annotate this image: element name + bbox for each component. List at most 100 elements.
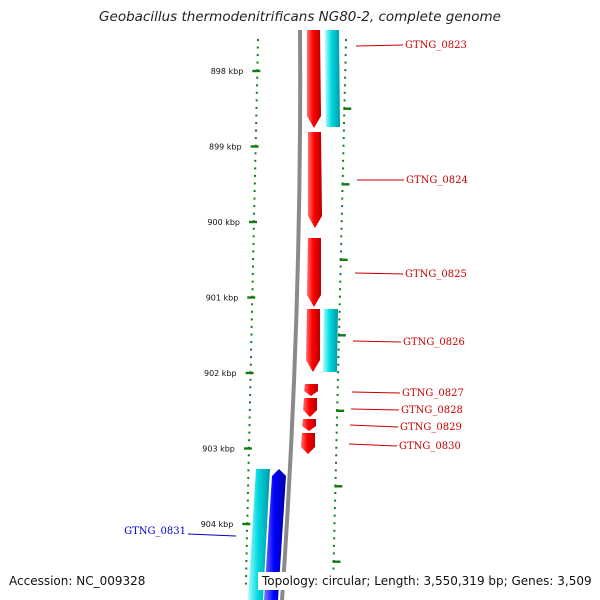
minor-tick <box>336 378 339 381</box>
minor-tick <box>254 159 257 162</box>
gene-label-lines <box>187 44 404 537</box>
genome-backbone <box>280 29 303 600</box>
minor-tick <box>249 401 251 404</box>
minor-tick <box>252 242 255 245</box>
minor-tick <box>335 454 338 457</box>
minor-tick <box>254 137 257 140</box>
minor-tick <box>334 499 337 502</box>
minor-tick <box>246 514 249 517</box>
minor-tick <box>248 439 251 442</box>
cds-band-gtng-0826[interactable] <box>323 309 338 372</box>
tick-label: 903 kbp <box>202 445 235 454</box>
minor-tick <box>255 99 258 102</box>
minor-tick <box>246 492 249 494</box>
minor-tick <box>245 544 248 547</box>
major-tick-right <box>332 560 341 563</box>
minor-tick <box>250 318 253 321</box>
major-tick-left <box>242 522 251 526</box>
minor-tick <box>245 567 248 570</box>
major-tick-right <box>337 334 346 337</box>
gene-arrow-gtng-0830[interactable] <box>301 433 315 454</box>
minor-tick <box>337 363 340 366</box>
minor-tick <box>248 416 251 419</box>
minor-tick <box>334 469 337 472</box>
minor-tick <box>253 205 256 208</box>
minor-tick <box>252 258 255 260</box>
tick-label: 904 kbp <box>201 520 234 529</box>
minor-tick <box>339 280 342 283</box>
major-tick-left <box>250 145 259 148</box>
minor-tick <box>344 69 347 72</box>
gene-arrow-gtng-0823[interactable] <box>307 30 321 128</box>
minor-tick <box>332 552 335 555</box>
gene-arrow-gtng-0829[interactable] <box>302 419 316 431</box>
minor-tick <box>343 122 345 124</box>
minor-tick <box>250 348 253 351</box>
minor-tick <box>253 182 256 185</box>
major-tick-left <box>245 371 254 375</box>
minor-tick <box>341 205 344 208</box>
minor-tick <box>342 144 345 147</box>
gene-label-gtng-0825[interactable]: GTNG_0825 <box>405 269 467 280</box>
cds-band-gtng-0823[interactable] <box>325 30 340 127</box>
gene-label-gtng-0828[interactable]: GTNG_0828 <box>401 405 463 416</box>
gene-features <box>248 30 340 600</box>
minor-tick <box>255 122 258 124</box>
minor-tick <box>336 393 339 396</box>
gene-arrow-gtng-0824[interactable] <box>308 132 322 228</box>
minor-tick <box>344 76 347 79</box>
gene-arrow-gtng-0825[interactable] <box>307 238 321 307</box>
minor-tick <box>342 167 344 170</box>
minor-tick <box>333 544 335 547</box>
gene-label-gtng-0830[interactable]: GTNG_0830 <box>399 441 461 452</box>
minor-tick <box>340 242 343 245</box>
minor-tick <box>248 424 251 427</box>
minor-tick <box>253 212 256 215</box>
minor-tick <box>338 318 341 321</box>
gene-arrow-gtng-0827[interactable] <box>304 384 318 396</box>
major-tick-right <box>343 107 352 110</box>
accession-text: Accession: NC_009328 <box>9 574 146 588</box>
map-title: Geobacillus thermodenitrificans NG80-2, … <box>99 9 501 25</box>
minor-tick <box>253 197 256 200</box>
minor-tick <box>246 529 249 532</box>
minor-tick <box>247 469 250 472</box>
minor-tick <box>343 84 346 87</box>
minor-tick <box>332 567 335 570</box>
minor-tick <box>342 159 345 162</box>
gene-label-gtng-0829[interactable]: GTNG_0829 <box>400 422 462 433</box>
major-tick-right <box>341 183 350 186</box>
gene-label-gtng-0826[interactable]: GTNG_0826 <box>403 337 465 348</box>
minor-tick <box>253 190 256 192</box>
minor-tick <box>338 325 341 328</box>
minor-tick <box>251 280 254 283</box>
gene-arrow-gtng-0828[interactable] <box>303 398 317 417</box>
minor-tick <box>255 129 257 132</box>
minor-tick <box>341 190 344 192</box>
minor-tick <box>343 91 346 94</box>
gene-label-gtng-0823[interactable]: GTNG_0823 <box>405 40 467 51</box>
minor-tick <box>247 476 250 479</box>
minor-tick <box>336 401 339 404</box>
cds-band-gtng-0831[interactable] <box>248 469 270 600</box>
minor-tick <box>245 537 248 540</box>
minor-tick <box>248 409 251 411</box>
tick-label: 901 kbp <box>206 294 239 303</box>
minor-tick <box>340 235 343 238</box>
gene-arrow-gtng-0831[interactable] <box>264 469 286 600</box>
major-tick-right <box>334 485 343 488</box>
gene-arrow-gtng-0826[interactable] <box>306 309 320 372</box>
minor-tick <box>343 114 346 117</box>
minor-tick <box>338 310 341 313</box>
minor-tick <box>335 424 338 427</box>
tick-label: 899 kbp <box>209 143 242 152</box>
gene-label-gtng-0827[interactable]: GTNG_0827 <box>402 388 464 399</box>
minor-tick <box>255 114 258 117</box>
minor-tick <box>245 552 248 555</box>
minor-tick <box>344 54 347 57</box>
gene-label-gtng-0824[interactable]: GTNG_0824 <box>406 175 468 186</box>
minor-tick <box>341 174 344 177</box>
gene-label-gtng-0831[interactable]: GTNG_0831 <box>124 526 186 537</box>
tick-marks: 898 kbp 899 kbp 900 kbp 901 kbp 902 kbp 903 k… <box>201 67 352 563</box>
